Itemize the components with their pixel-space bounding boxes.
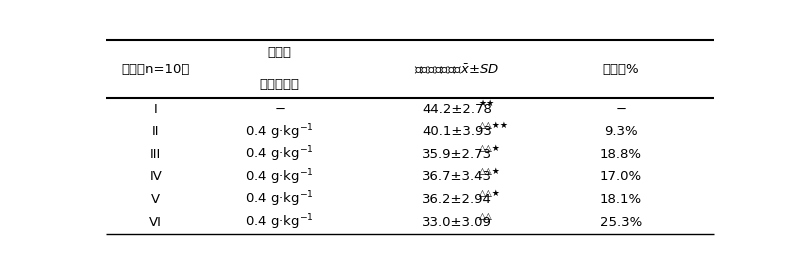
Text: 36.2±2.94: 36.2±2.94 [422,193,492,206]
Text: III: III [150,148,162,161]
Text: △△★★: △△★★ [478,121,509,131]
Text: （原生药）: （原生药） [260,78,300,91]
Text: 44.2±2.78: 44.2±2.78 [422,103,492,116]
Text: II: II [152,125,159,138]
Text: 扭体次数（次）$\bar{x}$±$SD$: 扭体次数（次）$\bar{x}$±$SD$ [414,62,499,76]
Text: 25.3%: 25.3% [600,216,642,229]
Text: 抑制率%: 抑制率% [602,62,639,76]
Text: 0.4 g·kg$^{-1}$: 0.4 g·kg$^{-1}$ [246,190,314,209]
Text: 9.3%: 9.3% [604,125,638,138]
Text: −: − [274,103,286,116]
Text: 36.7±3.43: 36.7±3.43 [422,171,492,183]
Text: 0.4 g·kg$^{-1}$: 0.4 g·kg$^{-1}$ [246,167,314,187]
Text: VI: VI [150,216,162,229]
Text: V: V [151,193,160,206]
Text: △△★: △△★ [478,167,500,176]
Text: 40.1±3.93: 40.1±3.93 [422,125,492,138]
Text: 33.0±3.09: 33.0±3.09 [422,216,492,229]
Text: 18.1%: 18.1% [600,193,642,206]
Text: △△★: △△★ [478,144,500,153]
Text: I: I [154,103,158,116]
Text: △△: △△ [478,212,492,221]
Text: △△★: △△★ [478,189,500,198]
Text: 组别（n=10）: 组别（n=10） [122,62,190,76]
Text: 0.4 g·kg$^{-1}$: 0.4 g·kg$^{-1}$ [246,122,314,142]
Text: ★★: ★★ [478,99,494,108]
Text: 给药量: 给药量 [268,46,292,59]
Text: 35.9±2.73: 35.9±2.73 [422,148,493,161]
Text: −: − [615,103,626,116]
Text: 18.8%: 18.8% [600,148,642,161]
Text: 17.0%: 17.0% [600,171,642,183]
Text: 0.4 g·kg$^{-1}$: 0.4 g·kg$^{-1}$ [246,213,314,232]
Text: IV: IV [150,171,162,183]
Text: 0.4 g·kg$^{-1}$: 0.4 g·kg$^{-1}$ [246,144,314,164]
